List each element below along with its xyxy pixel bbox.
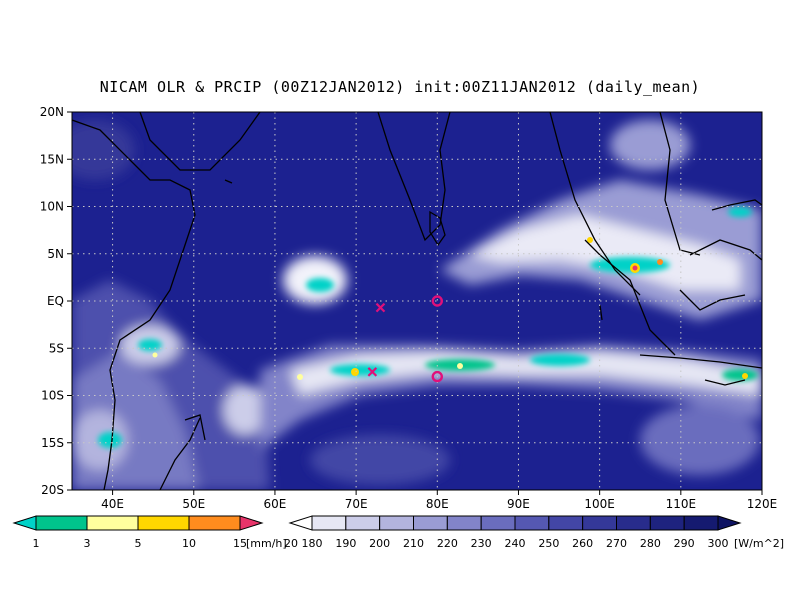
lon-tick-label: 120E xyxy=(747,497,778,511)
colorbar-swatch xyxy=(413,515,448,531)
colorbar-label: 1 xyxy=(33,537,40,550)
lon-tick-label: 110E xyxy=(666,497,697,511)
colorbar-label: 290 xyxy=(674,537,695,550)
colorbar-swatch xyxy=(188,515,241,531)
x-marker xyxy=(367,367,378,377)
lat-tick-label: 5N xyxy=(47,247,64,261)
colorbar-swatch xyxy=(480,515,516,531)
x-marker xyxy=(375,302,386,313)
colorbar-end-left xyxy=(288,515,313,531)
colorbar-swatch xyxy=(86,515,139,531)
colorbar-swatch xyxy=(137,515,190,531)
lon-tick-label: 90E xyxy=(507,497,530,511)
colorbar-swatch xyxy=(616,515,651,531)
lat-tick-label: 15S xyxy=(41,436,64,450)
colorbar-swatch xyxy=(582,515,618,531)
colorbar-label: 280 xyxy=(640,537,661,550)
colorbar-label: 15 xyxy=(233,537,247,550)
colorbar-label: 230 xyxy=(471,537,492,550)
lat-tick-label: EQ xyxy=(47,294,64,308)
precip-colorbar: 1 3 5 10 15 20[mm/h] xyxy=(12,515,298,550)
colorbar-swatch xyxy=(548,515,584,531)
lon-tick-label: 100E xyxy=(584,497,615,511)
colorbar-label: 240 xyxy=(505,537,526,550)
colorbar-label: 5 xyxy=(135,537,142,550)
colorbar-swatch xyxy=(345,515,381,531)
lat-tick-label: 10N xyxy=(40,200,64,214)
lon-tick-label: 80E xyxy=(426,497,449,511)
colorbar-label: 3 xyxy=(84,537,91,550)
colorbar-label: 270 xyxy=(606,537,627,550)
colorbar-label: 20 xyxy=(284,537,298,550)
colorbar-swatch xyxy=(379,515,414,531)
map-field xyxy=(72,112,762,490)
lat-tick-label: 15N xyxy=(40,152,64,166)
colorbar-swatch xyxy=(446,515,482,531)
olr-colorbar: 180 190 200 210 220 230 240 250 260 270 280 290 300 [… xyxy=(288,515,784,550)
lat-tick-label: 5S xyxy=(49,341,64,355)
colorbar-end-right xyxy=(717,515,742,531)
lat-tick-label: 20N xyxy=(40,105,64,119)
colorbar-label: 180 xyxy=(302,537,323,550)
lat-tick-label: 20S xyxy=(41,483,64,497)
lon-tick-label: 70E xyxy=(345,497,368,511)
colorbar-swatch xyxy=(514,515,550,531)
lon-tick-label: 40E xyxy=(101,497,124,511)
colorbar-swatch xyxy=(35,515,88,531)
colorbar-label: 190 xyxy=(335,537,356,550)
lat-tick-label: 10S xyxy=(41,389,64,403)
colorbar-swatch xyxy=(683,515,719,531)
colorbar-unit: [mm/h] xyxy=(246,537,287,550)
colorbar-label: 300 xyxy=(708,537,729,550)
colorbar-label: 10 xyxy=(182,537,196,550)
colorbar-label: 210 xyxy=(403,537,424,550)
lon-tick-label: 60E xyxy=(264,497,287,511)
o-marker xyxy=(431,370,443,383)
colorbar-label: 260 xyxy=(572,537,593,550)
colorbar-end-left xyxy=(12,515,37,531)
axis-ticks: 20N 15N 10N 5N EQ 5S 10S 15S 20S 40E 50E 60E 70E 80E 9… xyxy=(40,105,778,511)
colorbar-label: 250 xyxy=(538,537,559,550)
colorbar-label: 200 xyxy=(369,537,390,550)
lon-tick-label: 50E xyxy=(182,497,205,511)
colorbar-unit: [W/m^2] xyxy=(734,537,784,550)
colorbar-swatch xyxy=(649,515,685,531)
colorbar-label: 220 xyxy=(437,537,458,550)
colorbar-swatch xyxy=(311,515,347,531)
markers xyxy=(367,295,443,383)
colorbar-end-right xyxy=(239,515,264,531)
o-marker xyxy=(431,295,443,307)
map-title: NICAM OLR & PRCIP (00Z12JAN2012) init:00… xyxy=(99,78,701,96)
